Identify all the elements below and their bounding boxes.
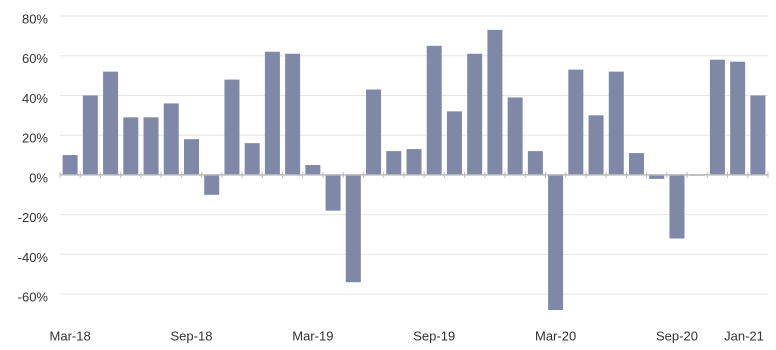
bar xyxy=(62,155,78,175)
bar xyxy=(507,97,523,175)
bar xyxy=(548,174,564,311)
y-tick-label: 20% xyxy=(22,131,48,146)
bar xyxy=(325,174,341,211)
x-tick-label: Sep-19 xyxy=(413,328,455,343)
bar xyxy=(103,71,119,175)
x-tick-label: Mar-19 xyxy=(292,328,333,343)
y-tick-label: -20% xyxy=(18,210,49,225)
x-tick-label: Sep-20 xyxy=(656,328,698,343)
bar xyxy=(285,53,301,175)
bar xyxy=(305,165,321,175)
bar xyxy=(426,45,442,175)
bar xyxy=(649,174,665,179)
bar xyxy=(143,117,159,175)
bar xyxy=(467,53,483,175)
y-tick-label: 0% xyxy=(29,170,48,185)
x-tick-label: Mar-20 xyxy=(535,328,576,343)
bar xyxy=(629,153,645,175)
bar xyxy=(730,61,746,175)
bar xyxy=(446,111,462,175)
bar xyxy=(345,174,361,283)
x-tick-label: Mar-18 xyxy=(50,328,91,343)
y-tick-label: -40% xyxy=(18,250,49,265)
bar xyxy=(123,117,139,175)
bar xyxy=(588,115,604,175)
bar xyxy=(527,151,543,175)
y-tick-label: 40% xyxy=(22,91,48,106)
bar xyxy=(244,143,260,175)
y-tick-label: -60% xyxy=(18,290,49,305)
bar xyxy=(750,95,766,175)
bar xyxy=(608,71,624,175)
bar xyxy=(163,103,179,175)
y-tick-label: 60% xyxy=(22,51,48,66)
bar xyxy=(568,69,584,175)
bar xyxy=(406,149,422,175)
bar xyxy=(204,174,220,195)
x-tick-label: Jan-21 xyxy=(724,328,764,343)
bar xyxy=(487,29,503,175)
bar xyxy=(709,59,725,175)
bar xyxy=(366,89,382,175)
bar xyxy=(386,151,402,175)
y-tick-label: 80% xyxy=(22,11,48,26)
bar xyxy=(224,79,240,175)
bar xyxy=(264,51,280,175)
bar xyxy=(82,95,98,175)
bar xyxy=(669,174,685,239)
x-tick-label: Sep-18 xyxy=(171,328,213,343)
bar xyxy=(183,139,199,175)
